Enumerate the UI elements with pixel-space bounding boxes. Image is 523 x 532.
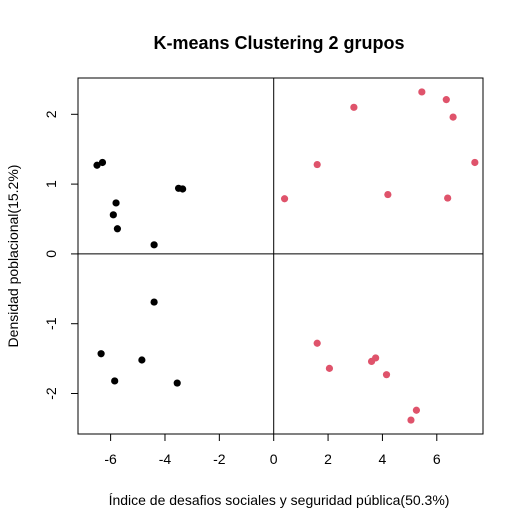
x-tick-label: -6 [104, 451, 117, 467]
data-point-cluster-1 [109, 211, 117, 219]
data-point-cluster-1 [113, 225, 122, 233]
data-point-cluster-2 [444, 194, 452, 202]
data-point-cluster-2 [412, 406, 421, 414]
y-tick-label: -1 [43, 317, 59, 330]
x-tick-label: -4 [159, 451, 172, 467]
x-tick-label: -2 [213, 451, 226, 467]
x-tick-label: 2 [324, 451, 332, 467]
data-point-cluster-2 [418, 88, 426, 96]
data-point-cluster-2 [372, 354, 380, 362]
data-point-cluster-2 [313, 160, 321, 169]
data-point-cluster-2 [471, 158, 479, 167]
data-point-cluster-2 [384, 190, 392, 199]
y-tick-label: -2 [43, 387, 59, 400]
data-point-cluster-1 [138, 356, 146, 364]
x-axis: -6 -4 -2 0 2 4 6 [104, 433, 441, 467]
data-point-cluster-1 [97, 350, 105, 358]
data-point-cluster-2 [325, 364, 334, 372]
data-point-cluster-1 [179, 185, 187, 193]
data-point-cluster-1 [112, 199, 120, 207]
y-axis-label: Densidad poblacional(15.2%) [5, 165, 21, 348]
data-point-cluster-1 [150, 241, 158, 249]
x-tick-label: 0 [270, 451, 278, 467]
x-tick-label: 6 [433, 451, 441, 467]
y-tick-label: 1 [43, 180, 59, 188]
x-axis-label: Índice de desafios sociales y seguridad … [109, 492, 450, 508]
data-point-cluster-2 [382, 371, 391, 379]
data-point-cluster-2 [280, 195, 289, 203]
y-tick-label: 0 [43, 250, 59, 258]
data-point-cluster-1 [98, 158, 107, 167]
data-point-cluster-1 [173, 379, 181, 387]
data-points [93, 88, 479, 424]
data-point-cluster-1 [111, 377, 119, 385]
data-point-cluster-2 [442, 96, 450, 104]
plot-frame [77, 77, 484, 435]
x-tick-label: 4 [379, 451, 387, 467]
data-point-cluster-1 [93, 161, 101, 169]
data-point-cluster-2 [313, 339, 321, 347]
data-point-cluster-2 [449, 113, 457, 121]
y-tick-label: 2 [43, 110, 59, 118]
chart-title: K-means Clustering 2 grupos [153, 33, 404, 53]
data-point-cluster-2 [407, 416, 415, 424]
y-axis: -2 -1 0 1 2 [43, 110, 79, 400]
data-point-cluster-2 [350, 103, 358, 111]
data-point-cluster-1 [150, 298, 158, 306]
